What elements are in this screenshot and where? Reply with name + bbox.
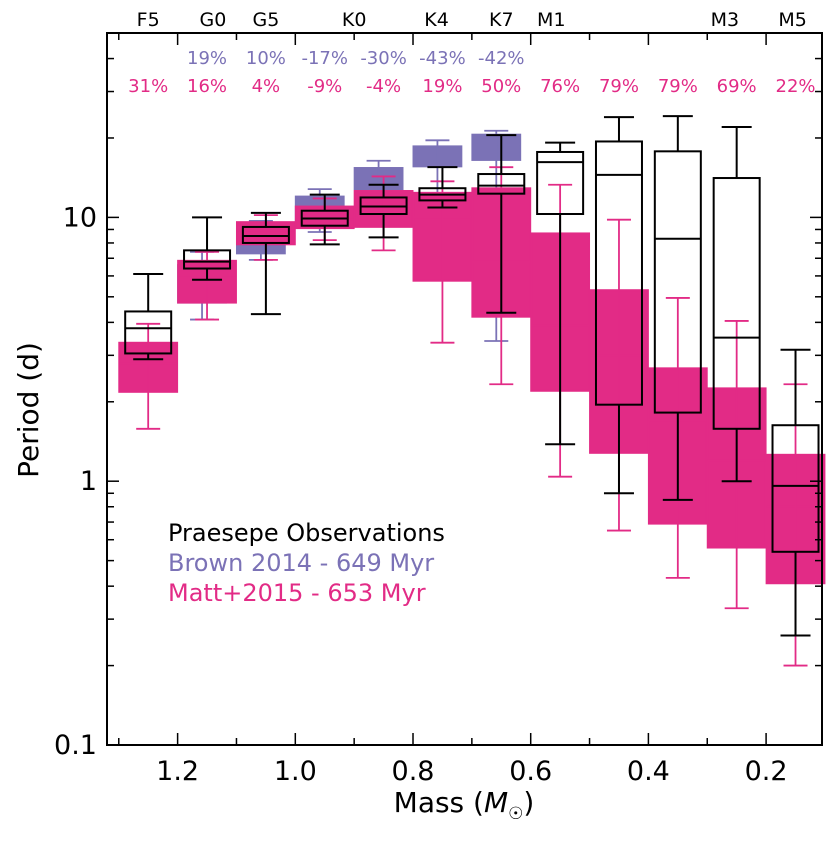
x-tick-label: 1.0 [274,756,317,787]
matt-pct-label: 16% [187,76,227,97]
box-0-5 [418,166,467,209]
spectral-type-label: K0 [342,9,367,31]
spectral-type-label: K4 [424,9,449,31]
y-tick-label: 10 [63,202,97,233]
matt-pct-label: 22% [776,76,816,97]
legend-entry-matt: Matt+2015 - 653 Myr [168,579,426,607]
legend: Praesepe Observations Brown 2014 - 649 M… [168,519,445,607]
brown-pct-label: -42% [478,48,525,69]
x-tick-label: 1.2 [156,756,199,787]
box-0-0 [124,273,173,361]
box-0-2 [241,211,290,316]
box-0-10 [712,126,761,483]
brown-pct-label: 19% [187,48,227,69]
x-tick-label: 0.2 [745,756,788,787]
matt-pct-label: 31% [128,76,168,97]
plot-frame [106,32,823,746]
y-tick-label: 1 [80,466,97,497]
y-axis-title: Period (d) [12,342,45,478]
matt-pct-label: -4% [366,76,401,97]
y-tick-label: 0.1 [54,730,97,761]
legend-entry-brown: Brown 2014 - 649 Myr [168,549,434,577]
matt-pct-label: 79% [658,76,698,97]
spectral-type-label: G0 [200,9,227,31]
matt-pct-label: -9% [307,76,342,97]
box-0-3 [300,193,349,246]
box-0-11 [771,348,820,637]
matt-pct-label: 4% [252,76,281,97]
spectral-type-label: K7 [489,9,514,31]
box-2-0 [118,322,179,430]
x-tick-label: 0.8 [392,756,435,787]
spectral-type-label: G5 [252,9,279,31]
ticks-layer: 0.1 1 10 1.2 1.0 0.8 0.6 0.4 0.2 [54,32,822,787]
box-0-9 [653,115,702,501]
x-tick-label: 0.6 [509,756,552,787]
boxes-layer [118,115,826,667]
series-0-group [124,115,820,637]
box-0-1 [183,216,232,281]
legend-entry-observations: Praesepe Observations [168,519,445,547]
box-0-4 [359,183,408,239]
x-tick-label: 0.4 [627,756,670,787]
spectral-type-label: F5 [137,9,160,31]
spectral-type-label: M1 [537,9,565,31]
matt-pct-label: 76% [540,76,580,97]
spectral-type-label: M5 [778,9,806,31]
top-labels: F5 G0 G5 K0 K4 K7 M1 M3 M5 19% 10% -17% -30% -43% -42%… [128,9,815,97]
box-0-7 [536,141,585,446]
matt-pct-label: 79% [599,76,639,97]
brown-pct-label: -30% [360,48,407,69]
spectral-type-label: M3 [711,9,739,31]
brown-pct-label: -17% [301,48,348,69]
box-0-6 [477,134,526,314]
brown-pct-label: -43% [419,48,466,69]
matt-pct-label: 50% [481,76,521,97]
matt-pct-label: 69% [717,76,757,97]
box-0-8 [594,116,643,495]
matt-pct-label: 19% [422,76,462,97]
brown-pct-label: 10% [246,48,286,69]
